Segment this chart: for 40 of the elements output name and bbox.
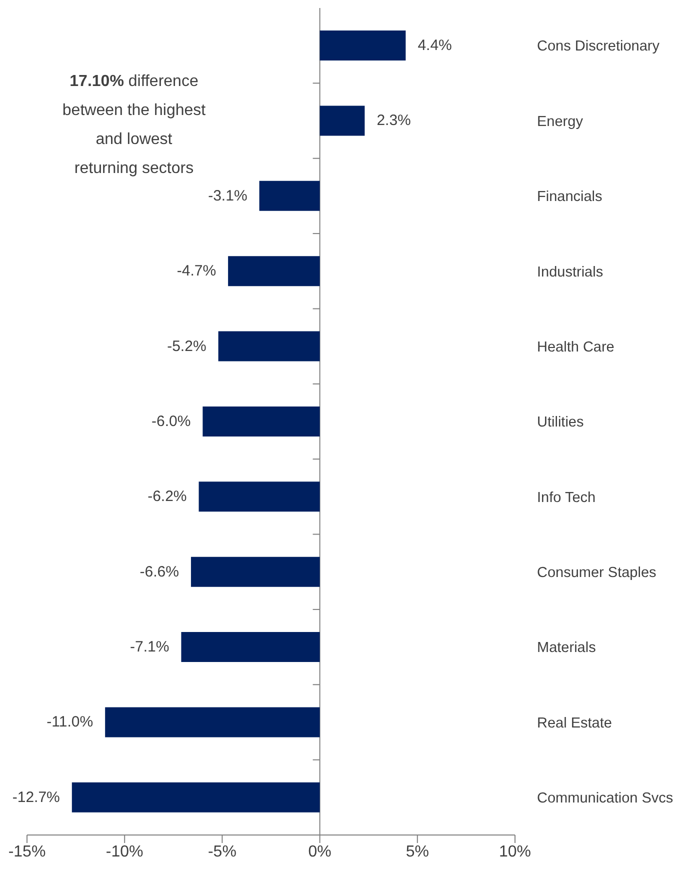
data-label: -6.0%	[151, 412, 191, 430]
y-tick-label: Consumer Staples	[537, 565, 656, 582]
y-tick-label: Cons Discretionary	[537, 38, 660, 55]
y-tick-label: Communication Svcs	[537, 790, 674, 807]
bar	[228, 256, 320, 286]
bar	[320, 106, 365, 136]
y-tick-label: Utilities	[537, 414, 584, 431]
x-tick-label: 10%	[498, 843, 532, 860]
y-tick-label: Energy	[537, 114, 584, 130]
bar	[190, 556, 320, 587]
data-label: -6.2%	[148, 488, 187, 506]
data-label: 4.4%	[418, 37, 452, 54]
x-tick-label: 0%	[308, 843, 332, 860]
x-tick-label: 5%	[406, 843, 429, 860]
data-label: -12.7%	[12, 788, 60, 806]
data-label: 2.3%	[376, 112, 411, 130]
data-label: -7.1%	[130, 638, 170, 656]
y-tick-label: Real Estate	[537, 715, 612, 732]
data-label: -11.0%	[46, 714, 94, 731]
y-tick-label: Industrials	[537, 264, 604, 280]
bar	[181, 632, 320, 662]
x-tick-label: -15%	[8, 843, 46, 860]
y-tick-label: Health Care	[537, 339, 614, 356]
data-label: -3.1%	[208, 187, 248, 204]
data-label: -5.2%	[167, 338, 206, 355]
bar	[320, 30, 406, 61]
data-label: -6.6%	[140, 563, 179, 580]
x-tick-label: -10%	[106, 843, 144, 860]
y-tick-label: Financials	[537, 189, 602, 206]
data-label: -4.7%	[176, 262, 216, 280]
bar	[72, 782, 320, 812]
bar	[105, 707, 320, 738]
annotation: 17.10% difference between the highest and lowest returning sectors	[61, 72, 207, 179]
y-tick-label: Materials	[537, 640, 596, 656]
bar	[198, 482, 320, 512]
bar	[218, 331, 320, 362]
x-tick-label: -5%	[208, 843, 236, 860]
y-tick-label: Info Tech	[537, 490, 596, 506]
bar	[202, 406, 320, 436]
bar	[259, 180, 320, 211]
